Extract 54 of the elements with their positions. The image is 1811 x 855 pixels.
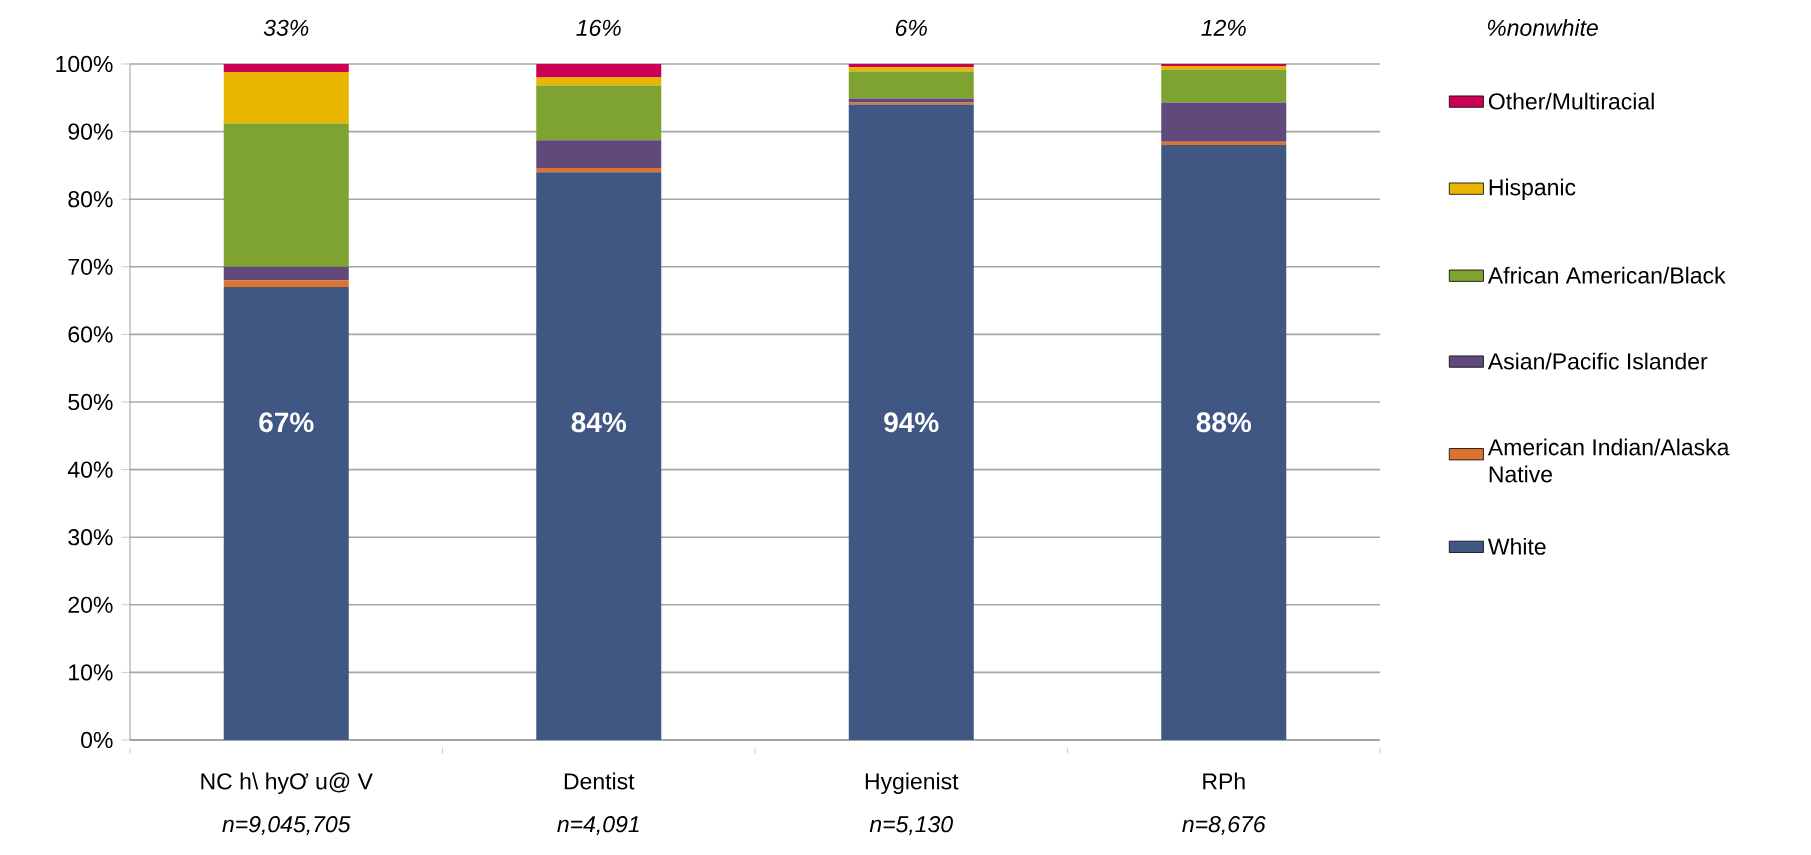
bar bbox=[223, 280, 349, 288]
text: 12% bbox=[1201, 19, 1246, 36]
y-tick-label: 50% bbox=[68, 393, 113, 411]
bar bbox=[1161, 69, 1287, 103]
bar bbox=[536, 77, 662, 86]
bar bbox=[223, 63, 349, 73]
data-label: 94% bbox=[884, 412, 939, 433]
x-tick-label: NC h\ hyƠ u@ V bbox=[201, 772, 373, 795]
bar bbox=[536, 172, 662, 740]
bar bbox=[848, 102, 974, 105]
y-tick-label: 90% bbox=[68, 123, 113, 140]
y-tick-label: 30% bbox=[68, 529, 113, 546]
y-tick-label: 70% bbox=[68, 258, 113, 275]
bar bbox=[536, 85, 662, 141]
text: 33% bbox=[263, 19, 309, 36]
data-label: 67% bbox=[259, 412, 314, 433]
y-tick-label: 80% bbox=[68, 191, 113, 208]
text: n=4,091 bbox=[557, 816, 639, 836]
x-tick-label: RPh bbox=[1203, 772, 1245, 790]
bar bbox=[223, 123, 349, 267]
data-label: 84% bbox=[571, 412, 627, 433]
bar bbox=[848, 104, 974, 740]
legend-label: Asian/Pacific Islander bbox=[1487, 352, 1708, 370]
bar bbox=[1161, 145, 1287, 740]
y-tick-label: 100% bbox=[56, 55, 113, 73]
y-tick-label: 40% bbox=[67, 461, 113, 478]
x-tick-label: Hygienist bbox=[865, 772, 959, 795]
bar bbox=[536, 63, 662, 78]
text: 16% bbox=[576, 19, 621, 36]
bar bbox=[848, 71, 974, 99]
bar bbox=[848, 98, 974, 103]
x-tick-label: Dentist bbox=[564, 772, 635, 790]
text: %nonwhite bbox=[1487, 19, 1598, 36]
bar bbox=[536, 140, 662, 169]
bar bbox=[536, 168, 662, 173]
y-tick-label: 0% bbox=[81, 731, 113, 749]
legend-label: White bbox=[1487, 537, 1546, 555]
y-tick-label: 20% bbox=[68, 596, 113, 613]
text: n=5,130 bbox=[869, 816, 953, 836]
bar bbox=[223, 266, 349, 281]
legend-label: Hispanic bbox=[1489, 178, 1576, 200]
bar bbox=[223, 72, 349, 124]
legend-label: Other/Multiracial bbox=[1488, 92, 1654, 110]
bar bbox=[1161, 102, 1287, 142]
bar bbox=[848, 67, 974, 72]
text: n=9,045,705 bbox=[222, 816, 351, 836]
y-tick-label: 60% bbox=[68, 326, 113, 343]
y-tick-label: 10% bbox=[69, 664, 113, 681]
legend-label: African American/Black bbox=[1487, 266, 1726, 284]
data-label: 88% bbox=[1196, 412, 1252, 433]
text: n=8,676 bbox=[1182, 816, 1266, 836]
bar bbox=[223, 287, 349, 740]
text: 6% bbox=[895, 19, 927, 36]
legend-label: American Indian/Alaska Native bbox=[1487, 438, 1730, 483]
